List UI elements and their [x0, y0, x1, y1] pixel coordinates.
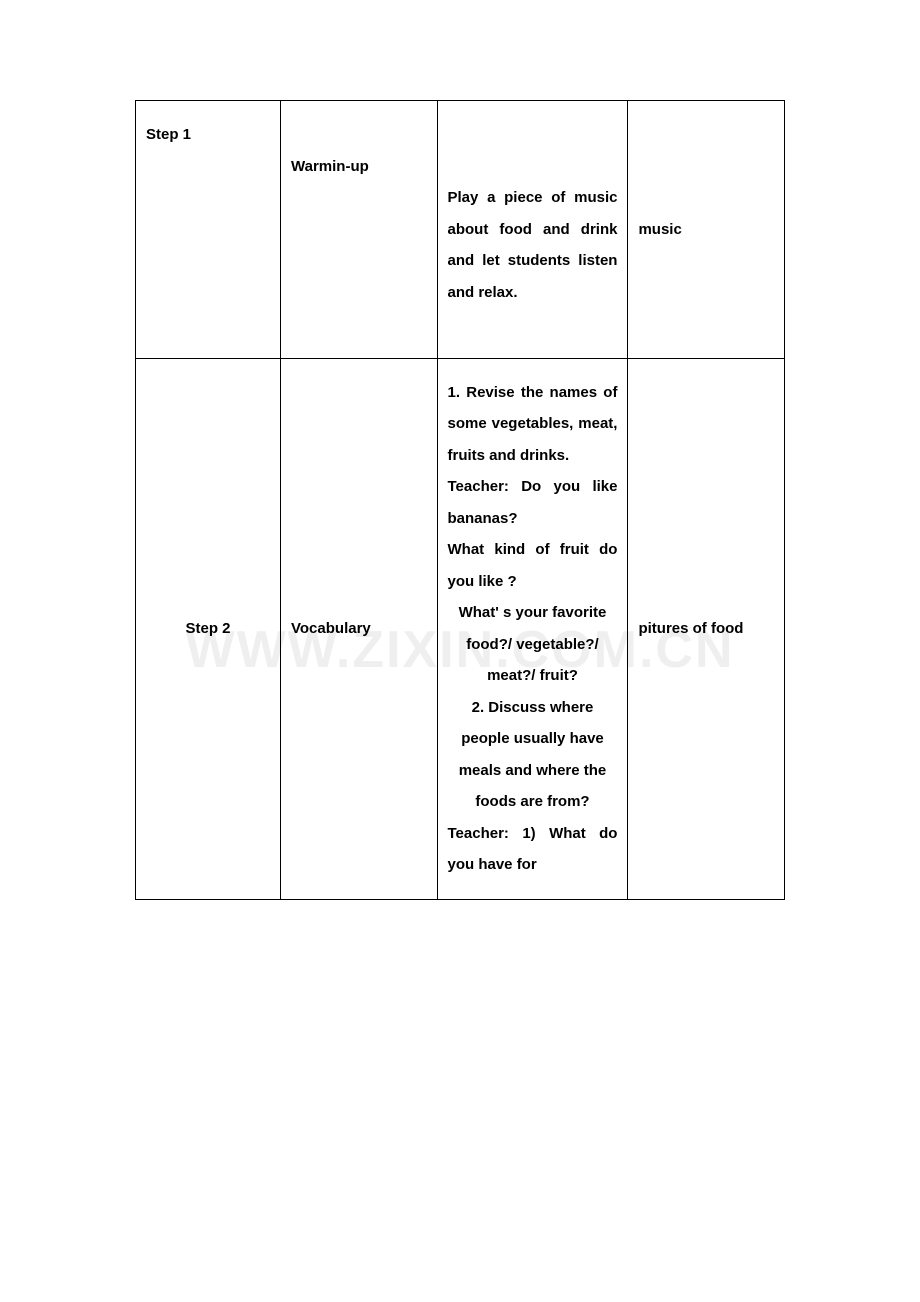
cell-step-1: Step 1 [136, 101, 281, 359]
lesson-plan-table: Step 1 Warmin-up Play a piece of music a… [135, 100, 785, 900]
step-label: Step 2 [185, 620, 230, 637]
material-text: pitures of food [638, 620, 743, 637]
step-label: Step 1 [146, 126, 191, 143]
cell-material-2: pitures of food [628, 358, 785, 899]
page-container: Step 1 Warmin-up Play a piece of music a… [0, 0, 920, 980]
activity-center: What' s your favorite food?/ vegetable?/… [448, 597, 618, 692]
activity-q1b: What kind of fruit do you like ? [448, 534, 618, 597]
cell-material-1: music [628, 101, 785, 359]
activity-q2: Teacher: 1) What do you have for [448, 818, 618, 881]
table-row: Step 2 Vocabulary 1. Revise the names of… [136, 358, 785, 899]
activity-part1: 1. Revise the names of some vegetables, … [448, 377, 618, 472]
table-row: Step 1 Warmin-up Play a piece of music a… [136, 101, 785, 359]
phase-label: Vocabulary [291, 620, 371, 637]
cell-activity-2: 1. Revise the names of some vegetables, … [437, 358, 628, 899]
cell-phase-1: Warmin-up [281, 101, 438, 359]
cell-phase-2: Vocabulary [281, 358, 438, 899]
material-text: music [638, 221, 681, 238]
activity-part2: 2. Discuss where people usually have mea… [448, 692, 618, 818]
cell-activity-1: Play a piece of music about food and dri… [437, 101, 628, 359]
phase-label: Warmin-up [291, 158, 369, 175]
cell-step-2: Step 2 [136, 358, 281, 899]
activity-text: Play a piece of music about food and dri… [448, 189, 618, 301]
activity-q1a: Teacher: Do you like bananas? [448, 471, 618, 534]
